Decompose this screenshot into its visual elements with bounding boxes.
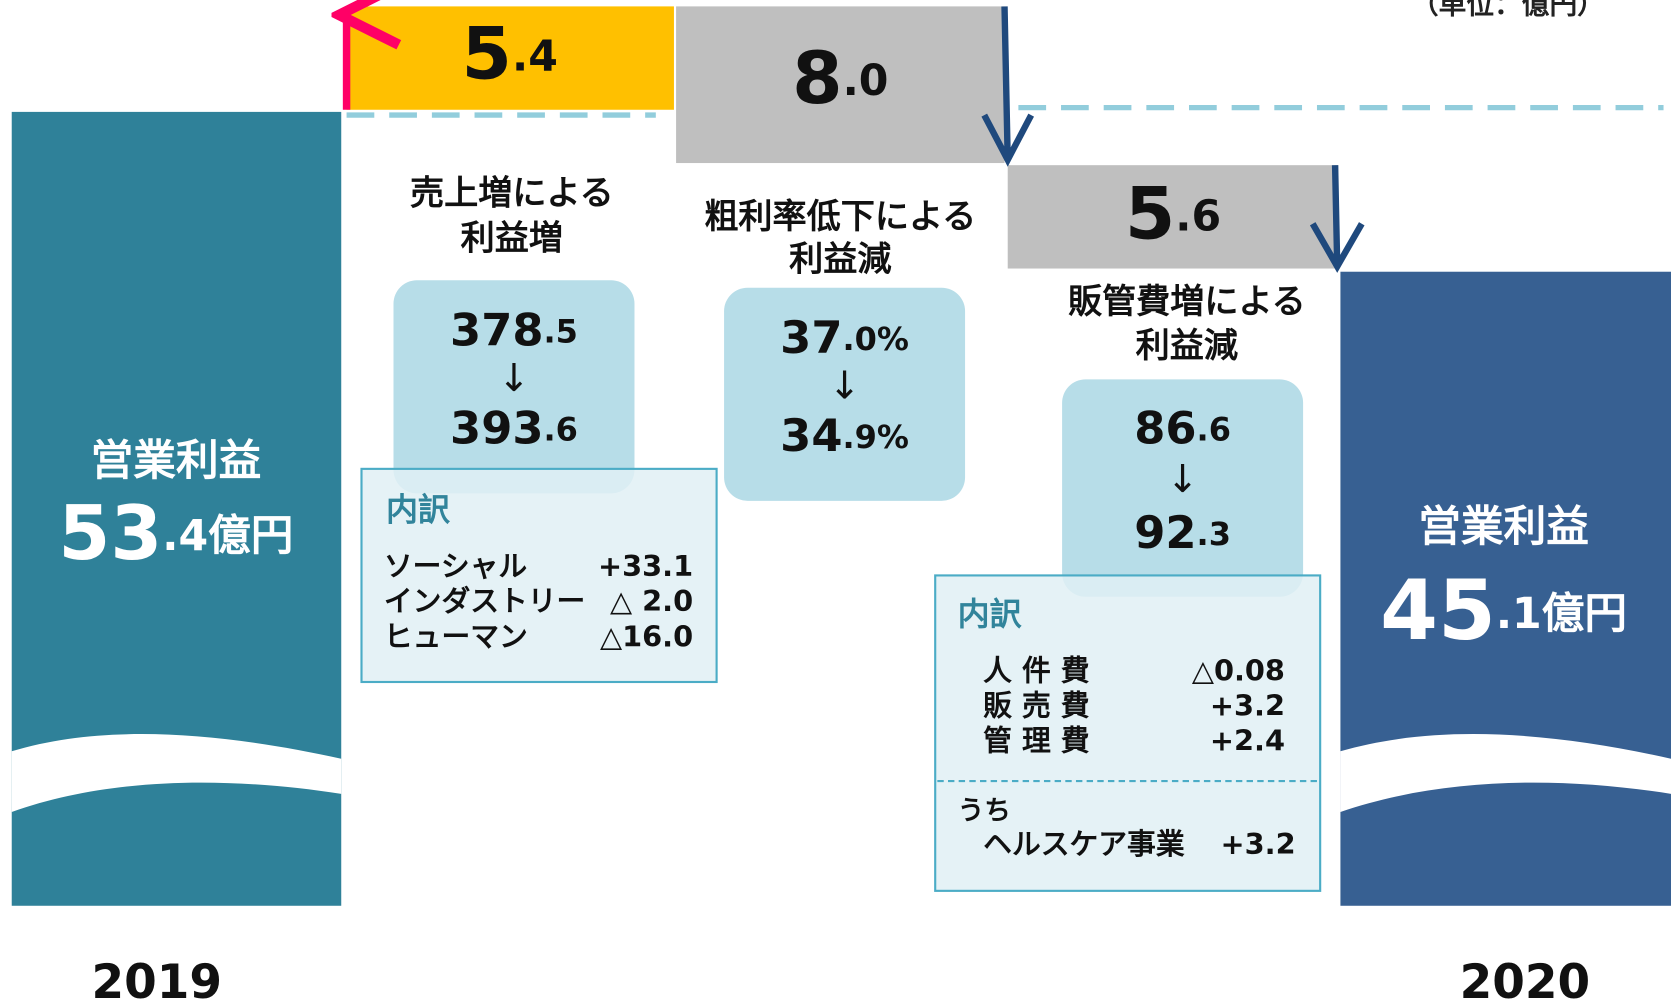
step-value: 8.0 [792,37,888,121]
detail-value: △0.08 [1192,653,1285,687]
year-label: 2020 [1460,955,1591,1007]
value-sub: .0% [843,320,909,358]
detail-name: ヒューマン [384,619,528,653]
value-main: 393 [450,402,543,455]
down-arrows [981,6,1365,273]
step-caption: 粗利率低下による [704,197,976,237]
detail-value: +2.4 [1210,724,1285,758]
value-main: 5 [462,13,512,97]
step-caption: 売上増による [410,174,614,214]
detail-name: インダストリー [384,584,585,618]
detail-title: 内訳 [386,490,451,528]
unit-note: （単位：億円） [1411,0,1605,20]
detail-name: ヘルスケア事業 [983,827,1185,861]
decrease-box [676,6,1005,164]
change-box [393,280,635,494]
step-caption: 販管費増による [1068,282,1306,322]
end-label: 営業利益 [1418,502,1589,552]
value-sub: .9% [843,418,909,456]
step-caption: 利益増 [461,218,563,258]
arrow-symbol: ↓ [498,356,530,401]
end-value: 45.1億円 [1380,562,1627,659]
detail-box [360,467,718,684]
start-value: 53.4億円 [58,490,293,577]
start-label: 営業利益 [91,436,262,486]
value-main: 92 [1134,506,1196,559]
detail-name: 人 件 費 [983,653,1090,687]
box-value: 34.9% [780,409,909,462]
detail-name: 管 理 費 [983,724,1090,758]
box-value: 92.3 [1134,506,1231,559]
value-main: 5 [1125,172,1175,256]
down-arrow [1309,165,1365,273]
step-value: 5.6 [1125,172,1221,256]
value-main: 86 [1134,402,1196,455]
detail-value: +3.2 [1221,827,1296,861]
step-value: 5.4 [462,13,558,97]
value-sub: .4億円 [162,511,293,561]
end-bar [1340,271,1671,906]
value-sub: .6 [1175,191,1221,241]
value-sub: .1億円 [1496,588,1627,638]
detail-value: +33.1 [598,549,693,583]
detail-name: 販 売 費 [983,689,1090,723]
value-sub: .6 [544,411,578,449]
value-main: 8 [792,37,842,121]
box-value: 86.6 [1134,402,1231,455]
box-value: 393.6 [450,402,578,455]
detail-box [934,574,1322,892]
detail-title: 内訳 [958,595,1023,633]
step-caption: 利益減 [1136,326,1238,366]
change-box [724,287,966,501]
value-sub: .0 [843,56,889,106]
value-sub: .4 [512,31,558,81]
value-main: 45 [1380,562,1496,659]
wave-break [1340,734,1671,812]
step-caption: 利益減 [789,240,891,280]
change-box [1062,379,1304,597]
year-label: 2019 [91,955,222,1007]
arrow-symbol: ↓ [828,363,860,408]
detail-value: +3.2 [1210,689,1285,723]
value-main: 378 [450,304,543,357]
value-sub: .6 [1197,411,1231,449]
value-main: 37 [780,311,842,364]
box-value: 37.0% [780,311,909,364]
value-main: 53 [58,490,162,577]
value-main: 34 [780,409,842,462]
down-arrow [981,6,1035,167]
detail-subtitle: うち [958,795,1011,826]
value-sub: .5 [544,313,578,351]
value-sub: .3 [1197,515,1231,553]
wave-break [11,734,342,812]
detail-value: △16.0 [600,619,693,653]
arrow-symbol: ↓ [1167,457,1199,502]
detail-name: ソーシャル [384,549,527,583]
box-value: 378.5 [450,304,578,357]
detail-value: △ 2.0 [610,584,693,618]
decrease-box [1007,165,1339,269]
